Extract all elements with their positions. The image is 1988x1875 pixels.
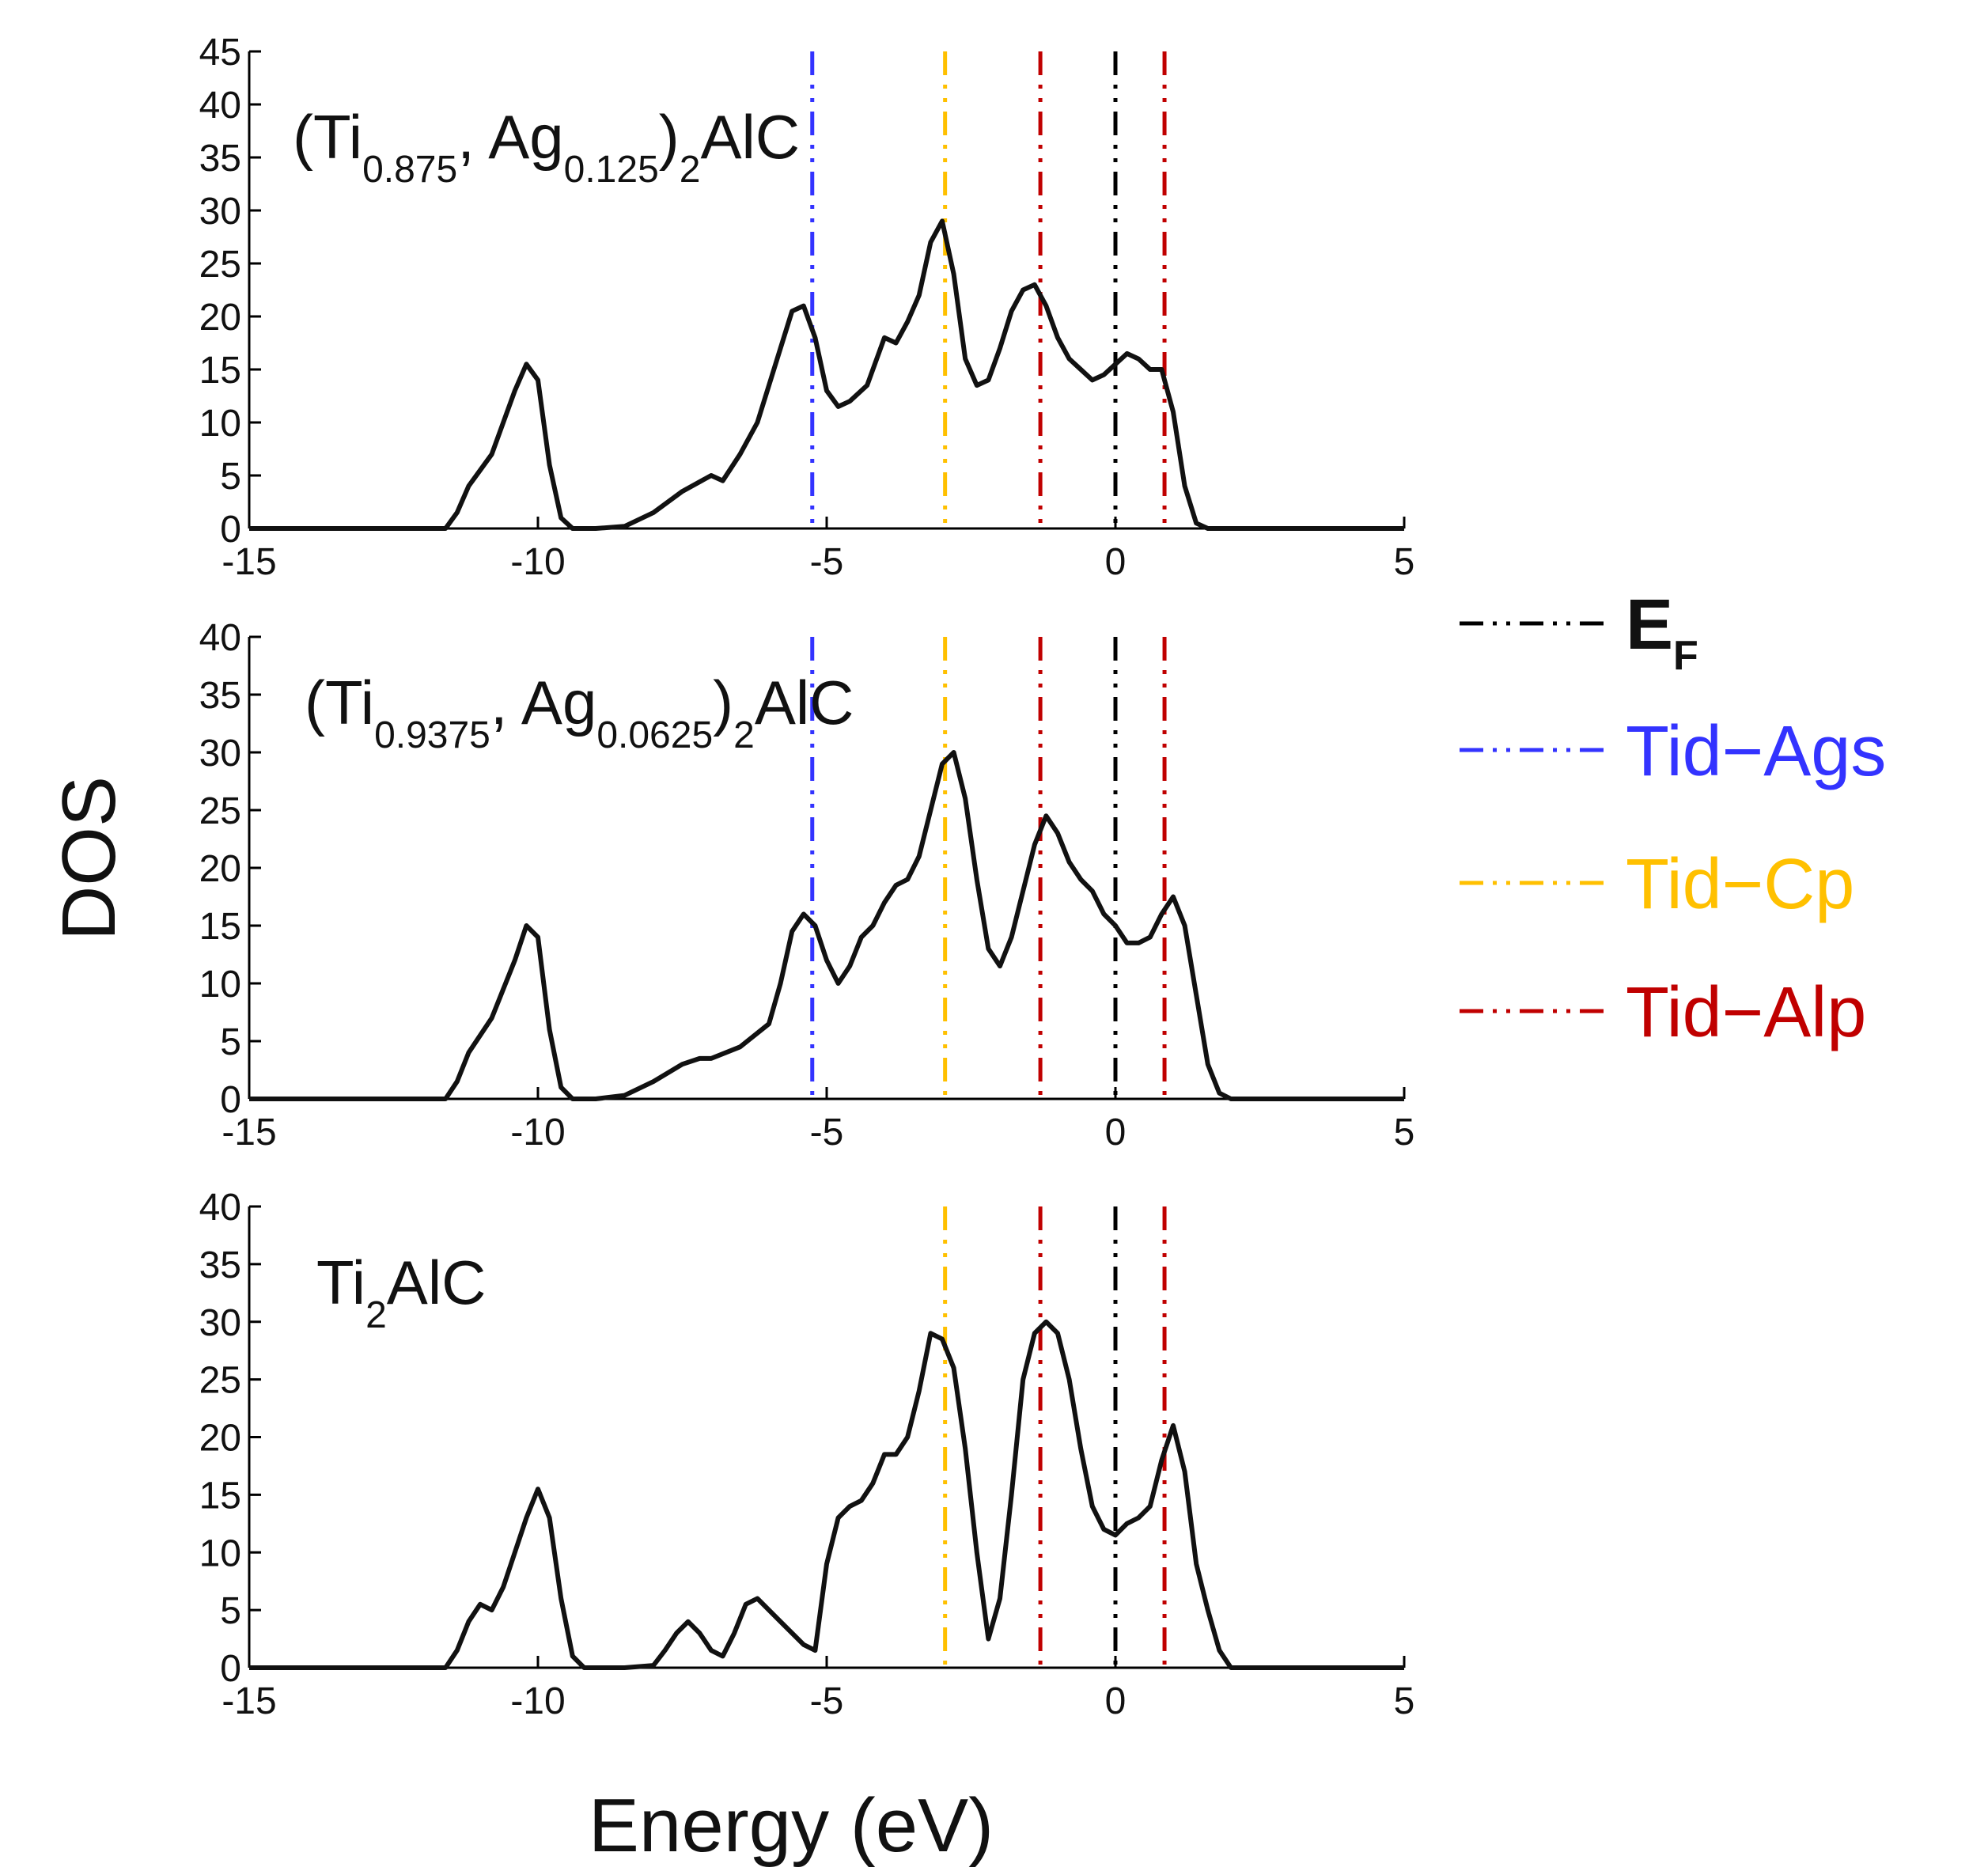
panel-2: 0 5 10 15 20 25 30 35 40 -15 -10 -5 0 5 (Ti0.9375, Ag0… [199,617,1415,1153]
composition-text: AlC [755,668,854,737]
composition-label-panel-2: (Ti0.9375, Ag0.0625)2AlC [305,668,854,756]
y-tick-label: 0 [220,509,241,551]
y-tick-label: 15 [199,350,241,392]
y-tick-label: 40 [199,617,241,659]
y-tick-label: 10 [199,964,241,1006]
y-tick-label: 5 [220,1590,241,1632]
y-tick-label: 0 [220,1079,241,1121]
x-tick-label: 0 [1105,541,1127,583]
composition-subscript: 0.0625 [596,714,713,756]
composition-text: (Ti [305,668,374,737]
panel-3: 0 5 10 15 20 25 30 35 40 -15 -10 -5 0 5 Ti2AlC [199,1187,1415,1722]
composition-subscript: 2 [365,1294,387,1336]
x-tick-label: 5 [1394,541,1415,583]
y-tick-label: 45 [199,32,241,74]
y-tick-label: 35 [199,1244,241,1286]
x-tick-label: -10 [510,541,565,583]
composition-subscript: 0.875 [362,149,457,191]
composition-text: ) [659,102,680,172]
composition-label-panel-3: Ti2AlC [316,1248,486,1336]
composition-subscript: 2 [680,149,701,191]
x-tick-label: 0 [1105,1680,1127,1722]
dos-curve-panel-1 [249,218,1404,531]
y-tick-label: 20 [199,297,241,339]
y-tick-label: 25 [199,790,241,832]
composition-text: (Ti [293,102,362,172]
composition-subscript: 0.125 [564,149,659,191]
x-tick-label: -5 [810,1680,844,1722]
dos-curve-panel-2 [249,750,1404,1101]
legend-ef-subscript: F [1673,633,1698,679]
y-tick-label: 40 [199,85,241,127]
x-tick-label: 5 [1394,1112,1415,1153]
composition-text: Ti [316,1248,365,1317]
composition-label-panel-1: (Ti0.875, Ag0.125)2AlC [293,102,800,191]
marker-lines-layer [810,51,1167,1668]
composition-text: AlC [387,1248,487,1317]
y-tick-label: 30 [199,191,241,233]
y-tick-label: 5 [220,456,241,498]
composition-text: , Ag [490,668,596,737]
x-axis-label: Energy (eV) [589,1783,994,1868]
legend-label-ags: Tid−Ags [1626,712,1886,791]
y-tick-label: 25 [199,244,241,286]
y-tick-label: 15 [199,906,241,948]
legend-label-alp: Tid−Alp [1626,973,1866,1052]
legend-label-cp: Tid−Cp [1626,845,1854,924]
legend-ef-main: E [1626,585,1673,665]
y-tick-label: 15 [199,1475,241,1517]
dos-curve-panel-3 [249,1319,1404,1670]
y-tick-label: 5 [220,1021,241,1063]
y-tick-label: 10 [199,403,241,445]
composition-text: , Ag [457,102,563,172]
y-tick-label: 35 [199,675,241,717]
panel-1: 0 5 10 15 20 25 30 35 40 45 -15 -10 -5 0 5 (Ti0.875, Ag… [199,32,1415,583]
y-tick-label: 20 [199,1418,241,1460]
x-tick-label: 0 [1105,1112,1127,1153]
x-tick-label: -15 [222,1112,276,1153]
x-tick-label: -5 [810,541,844,583]
y-tick-label: 30 [199,733,241,775]
x-tick-label: -10 [510,1112,565,1153]
y-tick-label: 10 [199,1532,241,1574]
x-tick-label: -5 [810,1112,844,1153]
composition-subscript: 2 [733,714,755,756]
y-axis-label: DOS [47,776,131,941]
y-tick-label: 35 [199,138,241,180]
composition-text: ) [713,668,733,737]
x-tick-label: -15 [222,1680,276,1722]
x-tick-label: -10 [510,1680,565,1722]
legend-label-ef: EF [1626,585,1698,679]
x-tick-label: 5 [1394,1680,1415,1722]
composition-subscript: 0.9375 [374,714,490,756]
x-tick-label: -15 [222,541,276,583]
y-tick-label: 40 [199,1187,241,1229]
y-tick-label: 20 [199,848,241,890]
legend: EF Tid−Ags Tid−Cp Tid−Alp [1460,585,1886,1052]
composition-text: AlC [700,102,800,172]
y-tick-label: 25 [199,1360,241,1402]
y-tick-label: 30 [199,1302,241,1344]
y-tick-label: 0 [220,1648,241,1690]
